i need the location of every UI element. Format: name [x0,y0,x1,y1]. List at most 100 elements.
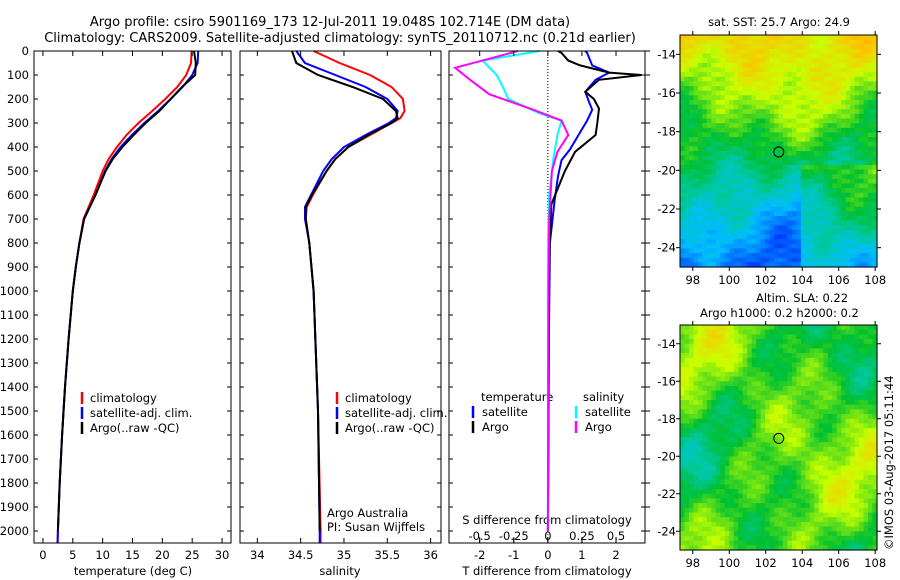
map-cell [872,206,878,212]
map-cell [823,104,829,110]
map-cell [702,423,708,429]
map-cell [809,174,815,180]
map-cell [693,62,699,69]
map-cell [872,479,878,485]
map-cell [760,95,766,101]
map-cell [769,446,775,453]
map-cell [823,446,829,453]
map-cell [796,451,802,457]
map-cell [751,123,757,129]
map-cell [765,155,771,161]
map-cell [715,215,721,222]
map-cell [818,418,824,425]
map-cell [706,409,712,415]
map-cell [814,512,820,518]
map-cell [782,155,789,161]
map-cell [787,243,793,250]
map-cell [769,53,775,59]
map-cell [751,229,757,236]
map-cell [733,489,739,495]
map-cell [800,503,806,509]
map-cell [760,475,766,481]
map-cell [702,460,708,467]
map-cell [742,521,748,528]
map-cell [702,39,708,45]
map-cell [765,367,771,373]
map-cell [850,475,856,481]
map-cell [697,188,703,194]
map-cell [823,400,829,406]
map-cell [814,409,820,415]
map-cell [688,521,695,528]
map-cell [832,62,838,69]
map-cell [778,465,784,471]
map-cell [729,470,735,476]
map-cell [684,465,690,471]
map-cell [782,48,789,55]
map-cell [765,498,771,504]
map-cell [680,362,686,368]
map-cell [765,197,771,203]
map-cell [706,206,712,212]
map-cell [680,531,686,537]
map-cell [724,86,730,92]
map-cell [782,446,789,453]
map-cell [693,531,699,537]
map-cell [872,215,878,222]
map-cell [868,414,874,420]
map-cell [729,211,735,217]
map-cell [729,104,735,110]
map-cell [688,470,695,476]
map-cell [872,86,878,92]
map-cell [832,357,838,364]
map-cell [823,357,829,364]
map-cell [693,58,699,64]
map-cell [814,257,820,263]
map-cell [706,113,712,120]
map-cell [868,192,874,198]
map-cell [778,178,784,185]
map-cell [809,390,815,396]
map-cell [742,132,748,138]
map-cell [724,503,730,509]
map-cell [823,137,829,143]
map-cell [769,531,775,537]
map-cell [729,432,735,439]
map-cell [688,123,695,129]
map-cell [863,253,869,259]
map-cell [818,475,824,481]
map-cell [711,376,717,382]
map-cell [836,104,842,110]
map-cell [711,442,717,448]
map-cell [845,521,851,528]
map-cell [747,404,753,410]
map-cell [787,432,793,439]
map-cell [742,118,748,124]
map-cell [715,229,721,236]
map-cell [733,371,739,378]
map-cell [747,376,753,382]
map-cell [782,202,789,208]
map-cell [715,239,721,245]
map-cell [836,132,842,138]
map-cell [841,123,847,129]
map-cell [697,385,703,392]
map-cell [854,215,860,222]
map-cell [859,48,865,55]
map-cell [729,418,735,425]
map-cell [680,526,686,532]
map-cell [805,503,811,509]
map-cell [850,141,856,147]
map-cell [863,404,869,410]
map-cell [706,81,712,87]
map-cell [818,164,824,171]
map-cell [688,234,695,240]
map-cell [697,498,703,504]
map-cell [791,39,798,45]
map-cell [742,484,748,490]
map-cell [733,540,739,546]
map-cell [863,86,869,92]
map-cell [800,460,806,467]
map-cell [859,498,865,504]
map-cell [823,76,829,82]
